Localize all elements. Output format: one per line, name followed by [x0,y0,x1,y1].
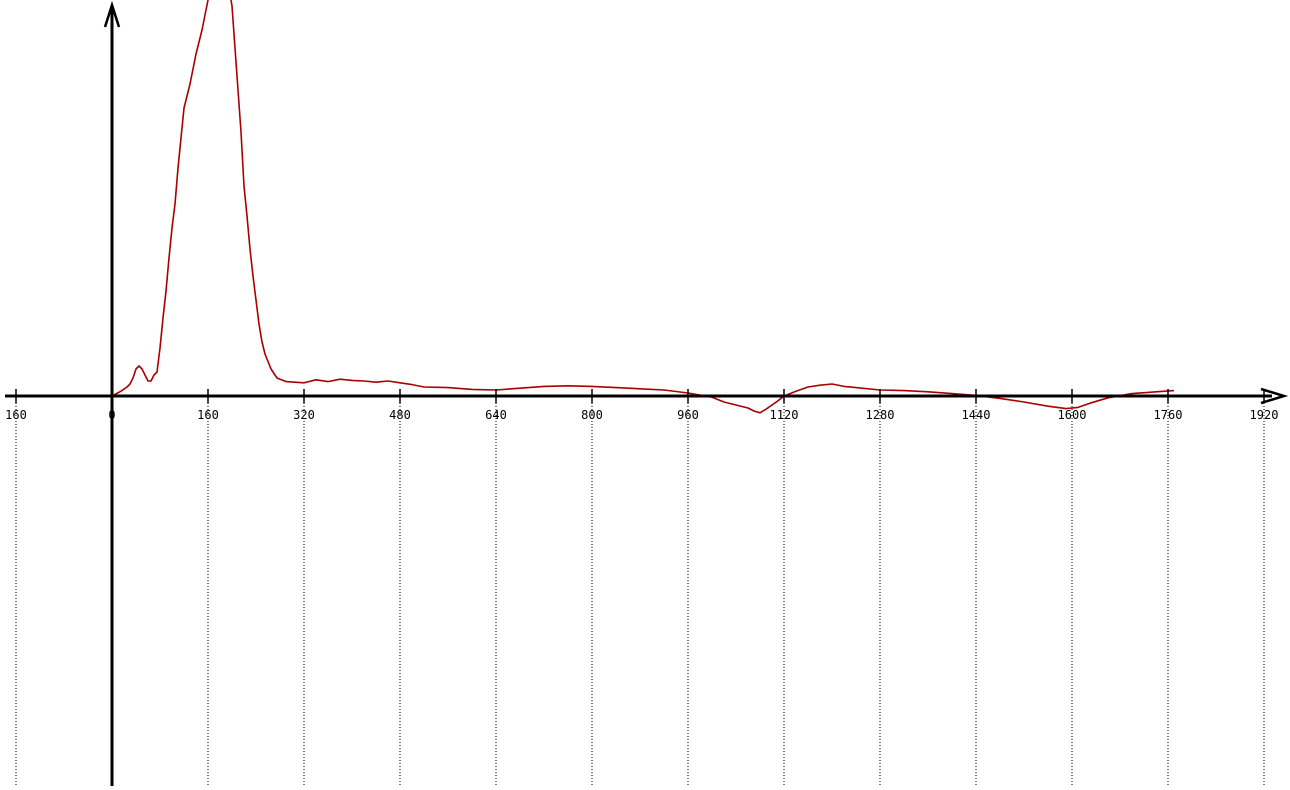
series-layer [111,0,1175,414]
x-tick-label: 0 [108,408,115,422]
y-axis-arrow-icon [103,0,121,28]
x-tick-label: 320 [293,408,315,422]
x-tick-label: 160 [197,408,219,422]
series-line [111,0,1175,414]
x-tick-label: 1920 [1250,408,1279,422]
grid-lines [15,400,1265,786]
x-tick-label: 1440 [962,408,991,422]
x-tick-label: 1760 [1154,408,1183,422]
x-tick-label: 480 [389,408,411,422]
x-axis-arrow-icon [1260,387,1289,405]
x-tick-label: 1280 [866,408,895,422]
x-tick-label: 960 [677,408,699,422]
x-tick-label: 160 [5,408,27,422]
x-tick-label: 800 [581,408,603,422]
x-tick-label: 1120 [770,408,799,422]
x-tick-label: 640 [485,408,507,422]
tick-labels: 160 0 160 320 480 640 800 960 1120 1280 1440 1600 17… [5,389,1278,422]
x-tick-label: 1600 [1058,408,1087,422]
axes [5,0,1289,786]
